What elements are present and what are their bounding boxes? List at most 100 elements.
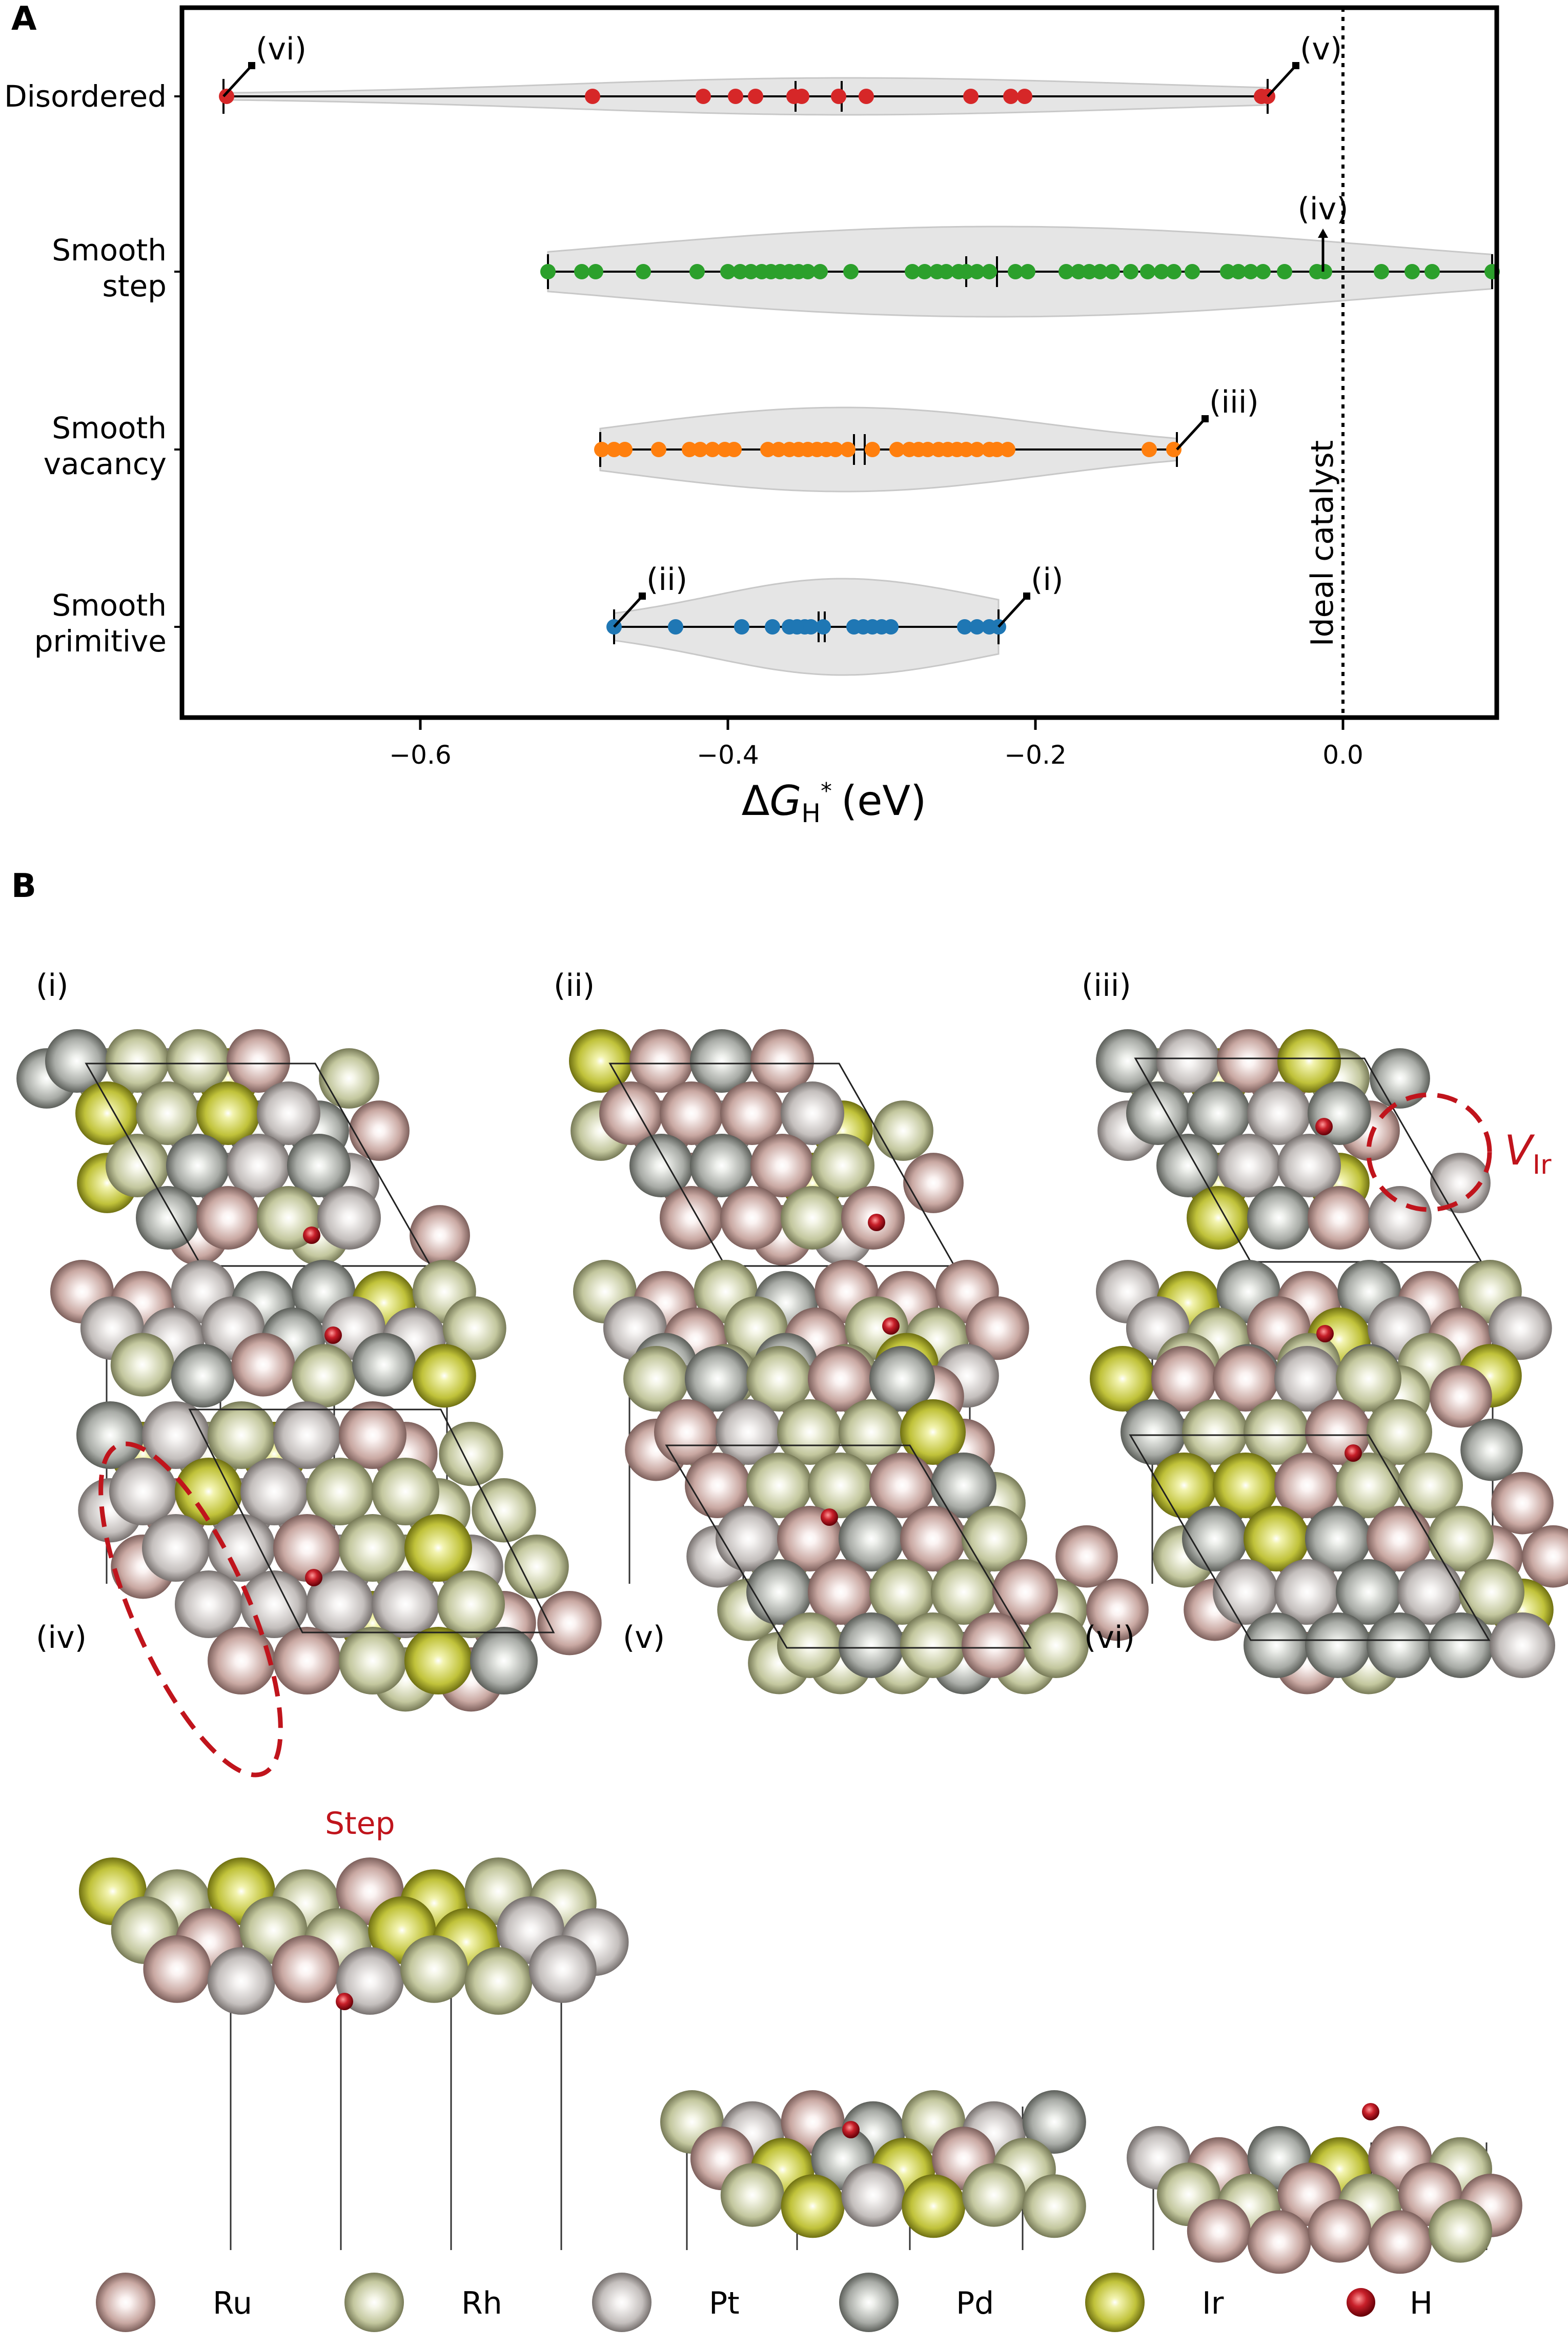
data-point — [1071, 264, 1086, 279]
atom — [869, 1453, 935, 1518]
hydrogen-atom — [303, 1227, 320, 1244]
data-point — [760, 442, 776, 457]
atom — [1217, 1029, 1280, 1093]
atom — [746, 1453, 812, 1518]
data-point — [803, 619, 819, 635]
legend-label: Pt — [709, 2285, 740, 2321]
data-point — [982, 264, 997, 279]
atom — [1274, 1346, 1340, 1412]
atom — [372, 1570, 439, 1638]
hydrogen-atom — [842, 2121, 860, 2138]
vacancy-ellipse — [1366, 1092, 1492, 1212]
data-point — [765, 619, 780, 635]
atom — [1488, 1296, 1552, 1360]
structure-top-view — [1096, 1029, 1491, 1263]
data-point — [734, 619, 749, 635]
atom — [962, 2163, 1026, 2227]
atom — [720, 1186, 784, 1250]
data-point — [1243, 264, 1258, 279]
atom — [623, 1346, 689, 1412]
atom — [1151, 1346, 1217, 1412]
annotation-arrowhead — [1202, 415, 1209, 422]
atom — [1213, 1559, 1278, 1625]
atom — [690, 1029, 754, 1093]
y-tick-label: step — [103, 269, 167, 303]
atom — [873, 1100, 933, 1161]
atom — [136, 1186, 199, 1250]
atom — [720, 1081, 784, 1145]
atom — [1336, 1453, 1401, 1518]
data-point — [720, 264, 736, 279]
atom — [1182, 1399, 1248, 1465]
atom — [227, 1134, 290, 1197]
atom — [1213, 1453, 1278, 1518]
atom — [1182, 1506, 1248, 1571]
data-point — [959, 442, 974, 457]
structure-side-view — [79, 1857, 629, 2250]
data-point — [705, 442, 720, 457]
atom — [240, 1458, 308, 1525]
atom — [400, 1935, 468, 2003]
atom — [1156, 1134, 1220, 1197]
atom — [143, 1935, 211, 2003]
atom — [196, 1081, 260, 1145]
atom — [1397, 1453, 1463, 1518]
annotation-label: (i) — [1031, 562, 1064, 598]
violin-chart: (vi) (v)(iv)(iii)(ii) (i) −0.6 −0.4 −0.2 0.0 … — [4, 5, 1500, 828]
x-tick-label: −0.2 — [1004, 740, 1066, 770]
atom — [196, 1186, 260, 1250]
y-tick-label: Disordered — [4, 79, 167, 114]
atom — [1305, 1506, 1371, 1571]
data-point — [1220, 264, 1235, 279]
data-point — [606, 442, 622, 457]
annotation-arrowhead — [1292, 62, 1299, 69]
atom — [690, 1134, 754, 1197]
data-point — [1424, 264, 1440, 279]
data-point — [771, 442, 786, 457]
data-point — [1255, 264, 1271, 279]
data-point — [969, 442, 985, 457]
hydrogen-atom — [1345, 1444, 1362, 1462]
atom — [716, 1399, 781, 1465]
unit-cell — [188, 1408, 555, 1633]
data-point — [1185, 264, 1200, 279]
atom — [1277, 1134, 1341, 1197]
data-point — [1166, 264, 1182, 279]
legend-label: Ir — [1202, 2285, 1224, 2321]
y-tick-label: Smooth — [52, 588, 167, 623]
legend-swatch — [839, 2273, 899, 2332]
atom — [287, 1134, 351, 1197]
data-point — [1020, 264, 1035, 279]
atom — [1247, 2210, 1311, 2274]
atom — [142, 1514, 210, 1582]
atom — [962, 1612, 1027, 1678]
atom — [1022, 2174, 1086, 2238]
data-point — [1277, 264, 1292, 279]
atom — [1308, 1186, 1371, 1250]
atom — [750, 1134, 814, 1197]
atom — [504, 1534, 569, 1599]
atom — [208, 1627, 275, 1694]
data-point — [1404, 264, 1420, 279]
atom — [166, 1134, 230, 1197]
atom — [336, 1947, 404, 2015]
data-point — [668, 619, 683, 635]
atom — [1274, 1453, 1340, 1518]
atom — [1244, 1506, 1309, 1571]
data-point — [219, 89, 234, 104]
structure-side-view — [660, 2090, 1086, 2250]
data-point — [689, 264, 705, 279]
atom — [1397, 1559, 1463, 1625]
y-tick-label: vacancy — [44, 446, 167, 481]
data-point — [883, 619, 899, 635]
data-point — [696, 89, 711, 104]
atom — [900, 1612, 966, 1678]
data-point — [1166, 442, 1182, 457]
ideal-catalyst-label: Ideal catalyst — [1305, 440, 1340, 646]
atom — [1096, 1029, 1159, 1093]
legend-label: Rh — [461, 2285, 502, 2321]
atom — [777, 1612, 843, 1678]
hydrogen-atom — [868, 1214, 885, 1231]
hydrogen-atom — [305, 1569, 322, 1586]
atom — [372, 1458, 439, 1525]
